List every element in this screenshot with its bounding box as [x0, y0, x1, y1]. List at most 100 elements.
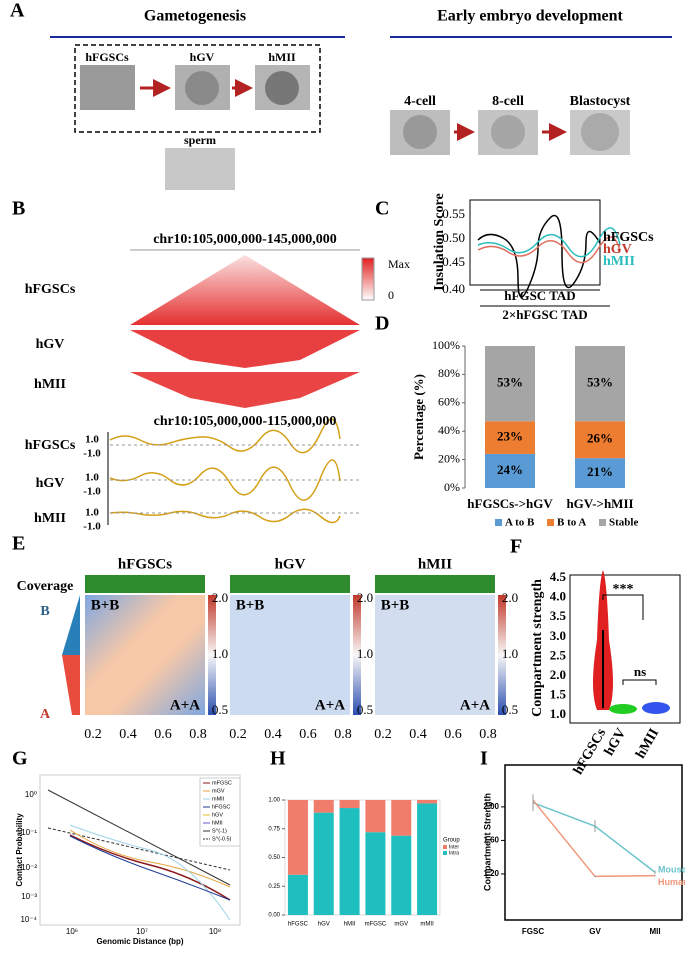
legend-entry: hGV — [212, 812, 223, 818]
bar — [575, 421, 625, 459]
axis-label: Compartment Strength — [482, 793, 492, 891]
tick: 0.00 — [268, 913, 280, 919]
category: mFGSC — [365, 922, 387, 928]
tick: 1.0 — [212, 646, 228, 661]
bar — [287, 874, 308, 915]
legend-title: Group — [443, 838, 460, 844]
legend-entry: hGV — [603, 242, 632, 257]
tick: 1.0 — [502, 646, 518, 661]
legend-entry: S^(-0.5) — [212, 836, 232, 842]
tick: 0.6 — [444, 727, 462, 742]
tick: 0.75 — [268, 826, 280, 832]
tick: 10⁶ — [66, 927, 78, 936]
legend-swatch — [443, 851, 447, 855]
annotation: ns — [634, 664, 646, 679]
bar — [365, 800, 386, 833]
panel-letter: C — [375, 198, 389, 220]
data-label: 53% — [587, 375, 613, 390]
tick: 0.4 — [264, 727, 282, 742]
tick: 2.0 — [212, 590, 228, 605]
tick: 4.5 — [550, 569, 567, 584]
tick: 10⁻⁴ — [20, 915, 37, 924]
row-label: hGV — [36, 337, 65, 352]
axis-label: Genomic Distance (bp) — [96, 937, 183, 946]
category: hMII — [344, 922, 356, 928]
tick: 40% — [438, 423, 460, 437]
bar — [417, 803, 438, 915]
bar — [339, 800, 360, 809]
legend-entry: hFGSC — [212, 804, 230, 810]
legend-entry: B to A — [557, 517, 586, 529]
row-label: hFGSCs — [25, 438, 76, 453]
tick: 2.0 — [357, 590, 373, 605]
scale-label: 0 — [388, 288, 394, 302]
tick: 1.5 — [550, 687, 567, 702]
title: Gametogenesis — [144, 8, 246, 25]
legend-entry: Stable — [609, 517, 638, 529]
tick: 2.0 — [502, 590, 518, 605]
axis-label: hFGSC TAD — [504, 288, 575, 303]
category: hGV->hMII — [566, 496, 633, 511]
tick: 60% — [438, 395, 460, 409]
legend-entry: A to B — [505, 517, 535, 529]
bar — [339, 808, 360, 915]
legend-entry: mMII — [212, 796, 225, 802]
title: Early embryo development — [437, 8, 623, 25]
bar — [575, 346, 625, 422]
tick: 10⁻³ — [21, 892, 37, 901]
bar — [485, 421, 535, 454]
row-label: hGV — [36, 476, 65, 491]
panel-letter: H — [270, 748, 286, 770]
quadrant: A+A — [170, 697, 200, 713]
category: hGV — [318, 922, 330, 928]
side-label: A — [40, 707, 51, 722]
tick: 0.55 — [442, 206, 465, 221]
tick: 0.6 — [299, 727, 317, 742]
axis-label: Contact Probability — [15, 813, 24, 887]
tick: 10⁷ — [136, 927, 148, 936]
tick: 1.20 — [483, 869, 499, 878]
legend-entry: Inter — [449, 844, 459, 850]
tick: 3.5 — [550, 608, 567, 623]
label: Coverage — [17, 579, 74, 594]
axis-label: 2×hFGSC TAD — [502, 307, 587, 322]
category: mMII — [420, 922, 434, 928]
tick: 0.8 — [334, 727, 352, 742]
data-label: 21% — [587, 464, 613, 479]
image-label: hMII — [268, 50, 296, 64]
tick: 10⁰ — [25, 790, 37, 799]
tick: 0.5 — [502, 702, 518, 717]
region: chr10:105,000,000-145,000,000 — [153, 232, 337, 247]
tick: 0.4 — [119, 727, 137, 742]
image-label: 4-cell — [404, 94, 436, 109]
tick: 1.60 — [483, 836, 499, 845]
layout — [39, 36, 683, 926]
tick: 0.2 — [84, 727, 102, 742]
category: hFGSC — [288, 922, 309, 928]
data-label: 24% — [497, 462, 523, 477]
bar — [417, 800, 438, 804]
tick: 0.8 — [189, 727, 207, 742]
row-label: hMII — [34, 377, 66, 392]
tick: 2.0 — [550, 667, 566, 682]
panel-letter: I — [480, 748, 488, 770]
category: hMII — [633, 726, 662, 761]
title: hFGSCs — [118, 556, 172, 572]
scale-label: Max — [388, 257, 410, 271]
panel-letter: A — [10, 0, 25, 22]
tick: 0.50 — [442, 230, 465, 245]
category: GV — [589, 927, 601, 936]
panel-letter: F — [510, 536, 522, 558]
bar — [391, 835, 412, 915]
bar — [313, 812, 334, 915]
series-label: Mouse — [658, 865, 685, 875]
category: MII — [649, 927, 660, 936]
category: mGV — [394, 922, 408, 928]
legend-entry: mGV — [212, 788, 225, 794]
category: hFGSCs->hGV — [467, 496, 553, 511]
legend-swatch — [599, 519, 606, 526]
row-label: hFGSCs — [25, 282, 76, 297]
tick: 10⁸ — [209, 927, 221, 936]
tick: 0.5 — [357, 702, 373, 717]
